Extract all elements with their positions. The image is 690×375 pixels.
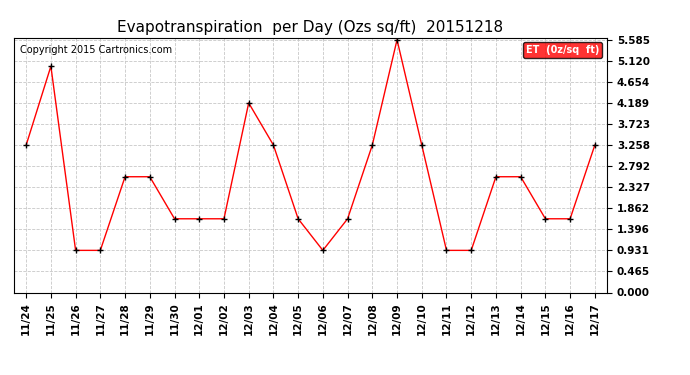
Text: Copyright 2015 Cartronics.com: Copyright 2015 Cartronics.com — [20, 45, 172, 55]
Legend: ET  (0z/sq  ft): ET (0z/sq ft) — [523, 42, 602, 58]
Title: Evapotranspiration  per Day (Ozs sq/ft)  20151218: Evapotranspiration per Day (Ozs sq/ft) 2… — [117, 20, 504, 35]
